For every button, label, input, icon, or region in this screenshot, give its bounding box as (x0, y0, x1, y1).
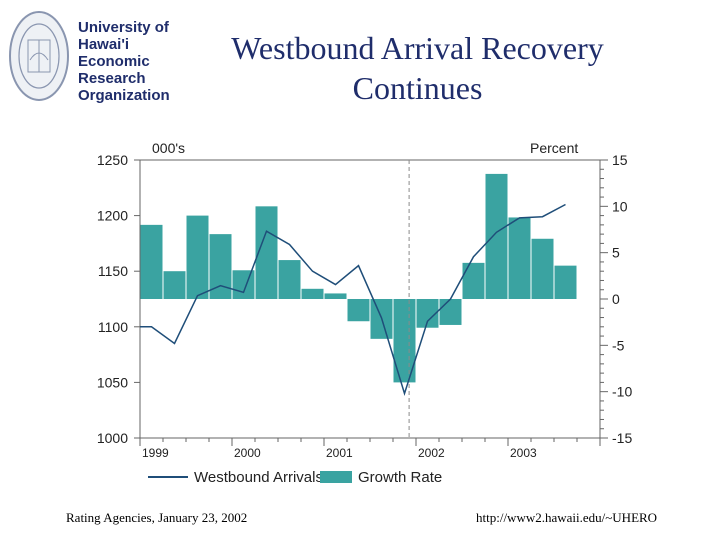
legend-label-growth: Growth Rate (358, 469, 442, 486)
right-axis-label: Percent (530, 140, 578, 156)
left-tick-1050: 1050 (97, 374, 128, 390)
growth-bar-2001Q2 (347, 299, 370, 322)
legend-label-arrivals: Westbound Arrivals (194, 469, 323, 486)
x-tick-1999: 1999 (142, 446, 169, 460)
arrivals-line (140, 203, 566, 397)
growth-bar-1999Q3 (186, 215, 209, 299)
growth-bar-1999Q2 (163, 271, 186, 299)
growth-bar-2000Q1 (232, 270, 255, 299)
logo-line-4: Research (78, 70, 146, 87)
legend-bar-swatch (320, 471, 352, 483)
footer-left: Rating Agencies, January 23, 2002 (66, 510, 248, 525)
growth-bar-1999Q4 (209, 234, 232, 299)
growth-bar-2002Q4 (485, 173, 508, 299)
growth-bar-2002Q2 (439, 299, 462, 325)
logo-line-5: Organization (78, 87, 170, 104)
tick-marks (134, 159, 608, 446)
left-tick-1150: 1150 (98, 263, 128, 279)
growth-bar-2000Q2 (255, 206, 278, 299)
left-tick-1200: 1200 (97, 208, 128, 224)
x-tick-2001: 2001 (326, 446, 353, 460)
arrivals-line-layer (140, 203, 566, 397)
right-tick-15: 15 (612, 152, 628, 168)
logo-line-3: Economic (78, 53, 150, 70)
x-tick-2002: 2002 (418, 446, 445, 460)
growth-bar-1999Q1 (140, 224, 163, 299)
plot-frame (139, 159, 601, 439)
x-tick-labels: 1999 2000 2001 2002 2003 (142, 446, 537, 460)
growth-rate-bars (140, 173, 577, 383)
left-tick-1100: 1100 (98, 319, 128, 335)
right-tick-10: 10 (612, 198, 628, 214)
left-tick-1000: 1000 (97, 430, 128, 446)
legend: Westbound Arrivals Growth Rate (148, 469, 442, 486)
logo-line-2: Hawai'i (78, 36, 130, 53)
x-tick-2003: 2003 (510, 446, 537, 460)
right-tick-0: 0 (612, 291, 620, 307)
growth-bar-2002Q1 (416, 299, 439, 328)
uhero-logo: University of Hawai'i Economic Research … (8, 8, 178, 108)
left-tick-1250: 1250 (97, 152, 128, 168)
right-tick--5: -5 (612, 337, 625, 353)
growth-bar-2003Q1 (508, 217, 531, 299)
growth-bar-2001Q1 (324, 293, 347, 299)
plot-area (139, 159, 601, 439)
right-tick-5: 5 (612, 245, 620, 261)
growth-bar-2000Q3 (278, 260, 301, 299)
right-tick-labels: -15 -10 -5 0 5 10 15 (612, 152, 632, 446)
university-seal-icon (9, 11, 69, 101)
growth-bar-2003Q2 (531, 238, 554, 299)
growth-bar-2001Q4 (393, 299, 416, 383)
growth-bar-2002Q3 (462, 262, 485, 299)
x-tick-2000: 2000 (234, 446, 261, 460)
right-tick--15: -15 (612, 430, 632, 446)
growth-bar-2003Q3 (554, 265, 577, 299)
growth-bar-2000Q4 (301, 288, 324, 299)
logo-line-1: University of (78, 19, 169, 36)
left-tick-labels: 1000 1050 1100 1150 1200 1250 (97, 152, 128, 446)
left-axis-label: 000's (152, 140, 185, 156)
slide-title: Westbound Arrival Recovery Continues (231, 30, 604, 106)
right-tick--10: -10 (612, 384, 632, 400)
footer-right: http://www2.hawaii.edu/~UHERO (476, 510, 658, 525)
